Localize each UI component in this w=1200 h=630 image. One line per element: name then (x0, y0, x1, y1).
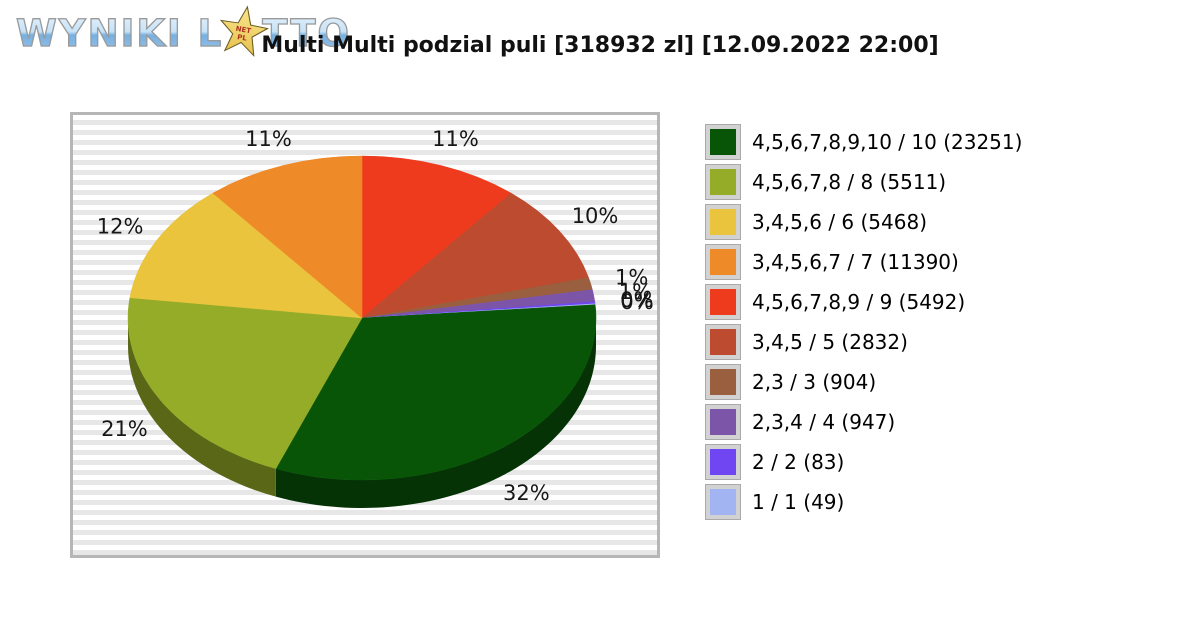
legend-swatch (705, 364, 741, 400)
legend-item: 4,5,6,7,8,9,10 / 10 (23251) (705, 122, 1023, 162)
lotto-star-icon: NET PL (213, 1, 274, 63)
legend-swatch (705, 484, 741, 520)
legend-item: 4,5,6,7,8,9 / 9 (5492) (705, 282, 1022, 322)
legend-label: 2,3 / 3 (904) (752, 370, 877, 394)
pie-percent-label: 32% (503, 481, 550, 505)
pie-percent-label: 11% (245, 127, 292, 151)
legend-item: 1 / 1 (49) (705, 482, 1022, 522)
pie-percent-label: 1% (619, 280, 652, 304)
legend-swatch (705, 404, 741, 440)
legend-label: 3,4,5,6 / 6 (5468) (752, 210, 928, 234)
pie-slice (129, 192, 363, 319)
pie-chart: 11%10%1%1%0%0%32%21%12%11% (97, 127, 654, 508)
legend-item: 2,3,4 / 4 (947) (705, 402, 1022, 442)
legend-item: 2 / 2 (83) (705, 442, 1022, 482)
legend-swatch (705, 244, 741, 280)
legend-swatch (705, 164, 741, 200)
pie-percent-label: 21% (101, 417, 148, 441)
legend-item: 4,5,6,7,8 / 8 (5511) (705, 162, 1022, 202)
pie-percent-label: 1% (615, 266, 648, 290)
legend-item: 3,4,5,6 / 6 (5468) (705, 202, 1022, 242)
pie-percent-label: 11% (432, 127, 479, 151)
legend-item: 2,3 / 3 (904) (705, 362, 1022, 402)
legend-item: 3,4,5 / 5 (2832) (705, 322, 1022, 362)
legend-label: 4,5,6,7,8 / 8 (5511) (752, 170, 947, 194)
legend-label: 3,4,5 / 5 (2832) (752, 330, 908, 354)
legend-swatch (705, 284, 741, 320)
pie-slice-side (275, 318, 596, 508)
legend-swatch (705, 124, 741, 160)
logo-text-left: WYNIKI L (15, 6, 223, 62)
pie-slice-side (128, 318, 276, 497)
legend-label: 3,4,5,6,7 / 7 (11390) (752, 250, 959, 274)
pie-slice (212, 155, 363, 319)
legend-label: 4,5,6,7,8,9 / 9 (5492) (752, 290, 966, 314)
legend-swatch (705, 444, 741, 480)
pie-chart-panel: 11% 10% 1% 1% 0% 0% 32% 21% 12% 11% (70, 112, 660, 558)
legend-label: 4,5,6,7,8,9,10 / 10 (23251) (752, 130, 1023, 154)
page-title: Multi Multi podzial puli [318932 zl] [12… (261, 33, 939, 58)
legend-label: 1 / 1 (49) (752, 490, 845, 514)
pie-slice (361, 192, 589, 319)
pie-slice (127, 297, 363, 469)
logo-text-right: TTO (262, 6, 351, 62)
legend-item: 3,4,5,6,7 / 7 (11390) (705, 242, 1022, 282)
legend-swatch (705, 324, 741, 360)
pie-percent-label: 0% (620, 288, 653, 312)
pie-percent-label: 12% (97, 214, 144, 238)
pie-percent-label: 10% (572, 204, 619, 228)
legend-label: 2 / 2 (83) (752, 450, 845, 474)
site-logo: WYNIKI L NET PL TTO (15, 6, 351, 62)
pie-percent-label: 0% (620, 290, 653, 314)
legend-label: 2,3,4 / 4 (947) (752, 410, 896, 434)
pie-slice (275, 304, 597, 481)
legend-swatch (705, 204, 741, 240)
pie-slice (361, 155, 512, 319)
chart-legend: 4,5,6,7,8,9,10 / 10 (23251) 4,5,6,7,8 / 8… (705, 122, 1023, 522)
